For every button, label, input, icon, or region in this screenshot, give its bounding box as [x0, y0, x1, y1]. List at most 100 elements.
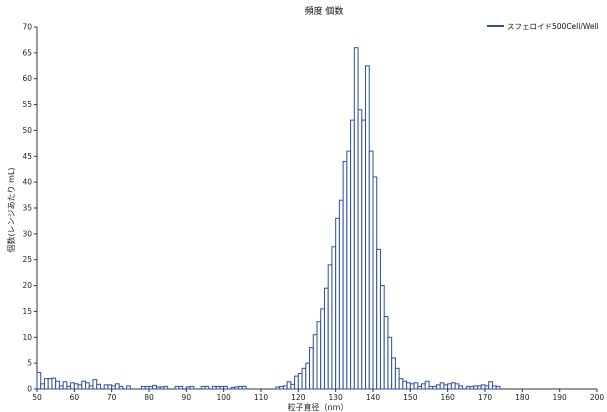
histogram-bar [439, 382, 445, 390]
histogram-bar [484, 385, 490, 390]
histogram-bar [126, 385, 131, 390]
histogram-bar [495, 385, 501, 390]
x-axis-ticks: 50 60 70 80 90 100 110 120 130 140 150 160 170 180 190… [32, 389, 604, 402]
histogram-bar [290, 383, 296, 390]
histogram-bar [394, 367, 400, 390]
histogram-bar [96, 383, 101, 390]
histogram-bar [450, 382, 456, 390]
y-tick-label: 10 [22, 333, 32, 342]
legend-label: スフェロイド500Cell/Well [507, 22, 599, 31]
histogram-bar [174, 385, 180, 390]
x-tick-label: 110 [254, 393, 269, 402]
y-tick-label: 25 [22, 255, 32, 264]
histogram-bar [40, 383, 45, 390]
x-tick-label: 70 [107, 393, 117, 402]
x-tick-label: 80 [144, 393, 154, 402]
histogram-bar [327, 264, 333, 390]
histogram-bar [111, 385, 116, 390]
histogram-bar [413, 382, 419, 390]
histogram-bar [85, 382, 90, 390]
histogram-bar [92, 379, 98, 390]
histogram-bar [163, 385, 169, 390]
histogram-bar [301, 367, 307, 390]
histogram-bar [391, 357, 396, 390]
histogram-bar [70, 382, 75, 390]
histogram-bar [155, 386, 161, 390]
histogram-bar [189, 385, 195, 390]
histogram-bar [469, 385, 475, 390]
histogram-bar [417, 385, 423, 390]
y-tick-label: 40 [22, 178, 32, 187]
y-tick-label: 0 [27, 385, 32, 394]
histogram-bar [320, 308, 325, 390]
histogram-bar [488, 381, 493, 390]
y-tick-label: 15 [22, 307, 32, 316]
histogram-bar [297, 372, 303, 390]
histogram-bar [230, 386, 236, 390]
y-tick-label: 65 [22, 48, 32, 57]
histogram-bar [103, 384, 109, 390]
x-tick-label: 60 [70, 393, 80, 402]
x-tick-label: 160 [441, 393, 456, 402]
histogram-bar [421, 383, 426, 390]
histogram-bar [58, 385, 64, 390]
histogram-bar [361, 119, 367, 390]
histogram-bar [458, 385, 464, 390]
histogram-bar [432, 385, 437, 390]
y-axis-ticks: 0 5 10 15 20 25 30 35 40 45 50 55 60 65 70 [22, 23, 37, 394]
histogram-bar [398, 378, 404, 390]
y-tick-label: 50 [22, 126, 32, 135]
histogram-bar [294, 375, 299, 390]
histogram-bar [406, 382, 411, 390]
x-tick-label: 150 [403, 393, 418, 402]
histogram-bar [279, 385, 284, 390]
histogram-bar [353, 47, 359, 390]
y-tick-label: 55 [22, 100, 32, 109]
histogram-bar [141, 385, 146, 390]
x-tick-label: 180 [515, 393, 530, 402]
histogram-bar [342, 160, 348, 390]
histogram-bar [107, 384, 113, 390]
histogram-bar [409, 383, 415, 390]
histogram-bar [428, 385, 434, 390]
x-axis-label: 粒子直径（nm） [288, 402, 349, 412]
histogram-bar [73, 383, 79, 390]
histogram-bar [372, 176, 378, 390]
histogram-bar [62, 381, 68, 390]
histogram-bar [443, 384, 449, 390]
histogram-bar [335, 217, 340, 390]
histogram-bar [346, 150, 352, 390]
histogram-bar [77, 384, 83, 390]
histogram-bar [350, 119, 355, 390]
histogram-bar [309, 347, 314, 390]
histogram-bar [43, 378, 49, 390]
histogram-bar [215, 385, 221, 390]
histogram-bar [204, 385, 210, 390]
bars [36, 47, 501, 390]
histogram-bar [219, 385, 225, 390]
y-axis-label: 個数(レンジあたり mL) [6, 167, 16, 252]
histogram-bar [178, 385, 184, 390]
histogram-bar [241, 385, 247, 390]
histogram-bar [365, 65, 370, 390]
histogram-bar [491, 385, 497, 390]
histogram-bar [200, 385, 206, 390]
histogram-bar [338, 199, 344, 390]
y-tick-label: 20 [22, 281, 32, 290]
histogram-bar [480, 384, 486, 390]
histogram-bar [47, 378, 53, 390]
histogram-bar [223, 385, 228, 390]
histogram-bar [454, 383, 460, 390]
histogram-bar [435, 384, 441, 390]
histogram-bar [473, 385, 479, 390]
histogram-bar [238, 385, 243, 390]
histogram-bar [331, 246, 337, 390]
x-tick-label: 170 [478, 393, 493, 402]
histogram-bar [357, 109, 363, 390]
x-tick-label: 120 [291, 393, 306, 402]
histogram-bar [383, 316, 389, 390]
histogram-bar [66, 385, 72, 390]
legend: スフェロイド500Cell/Well [487, 22, 599, 31]
histogram-bar [51, 377, 57, 390]
